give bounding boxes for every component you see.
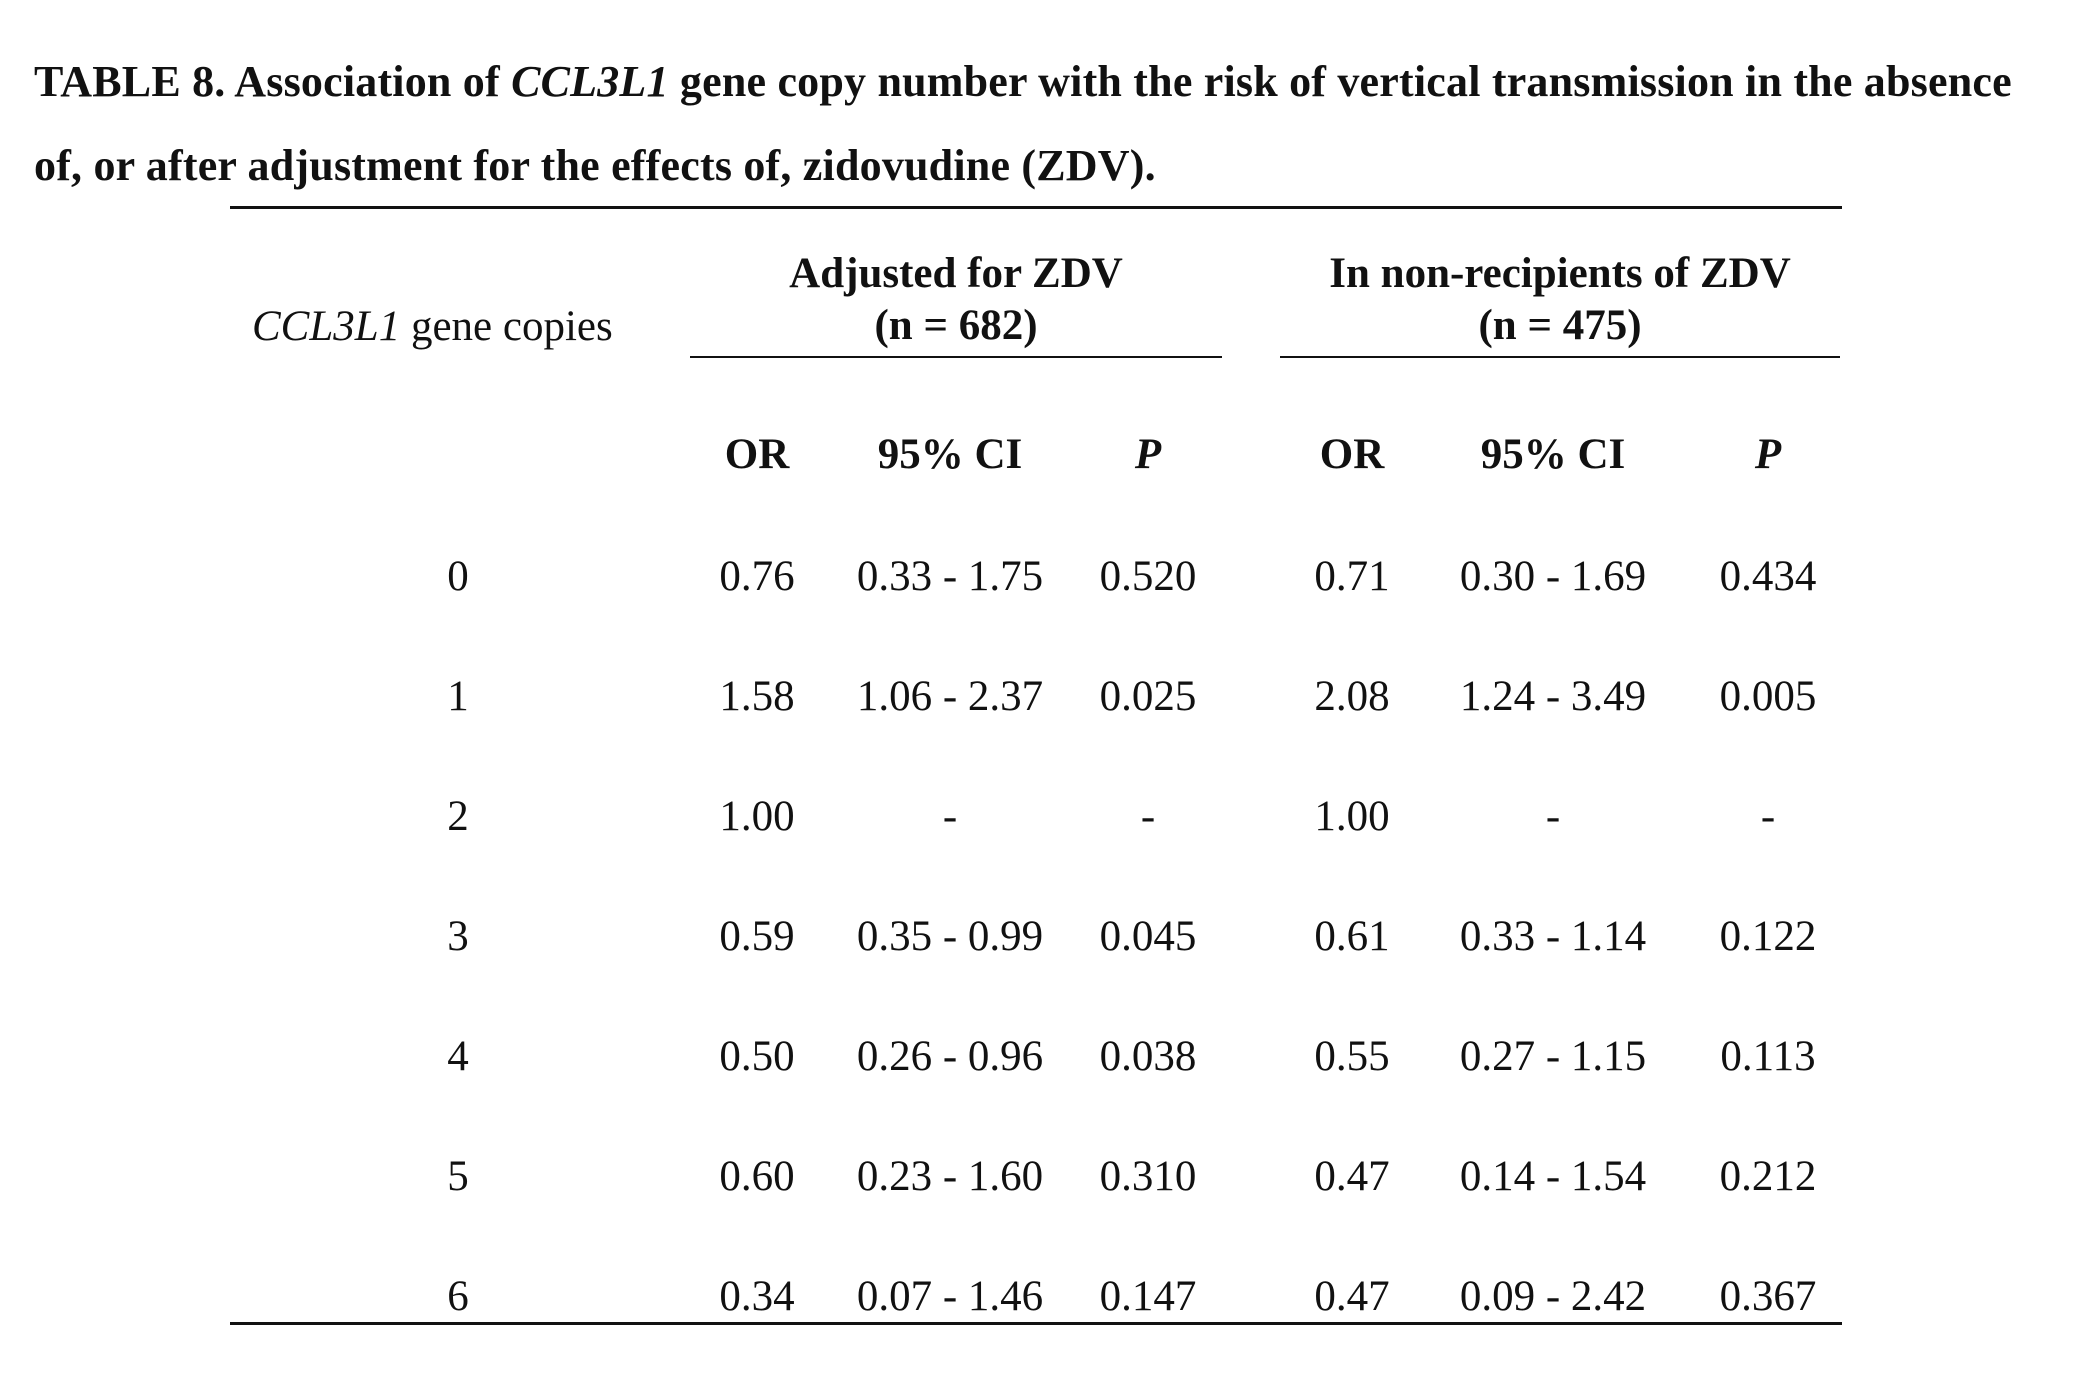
column-header-p-non-recipients: P: [1693, 430, 1843, 479]
group-sample-size: (n = 475): [1280, 300, 1840, 352]
p-adjusted-cell: 0.025: [1073, 672, 1223, 721]
p-non-recipients-cell: -: [1693, 792, 1843, 841]
p-non-recipients-cell: 0.434: [1693, 552, 1843, 601]
p-adjusted-cell: 0.045: [1073, 912, 1223, 961]
ci-adjusted-cell: 0.07 - 1.46: [830, 1272, 1070, 1321]
or-non-recipients-cell: 2.08: [1292, 672, 1412, 721]
stub-header-gene: CCL3L1: [252, 303, 400, 350]
column-header-or-adjusted: OR: [697, 430, 817, 479]
caption-gene: CCL3L1: [511, 57, 669, 106]
table-caption: TABLE 8. Association of CCL3L1 gene copy…: [34, 40, 2054, 208]
stub-column-header: CCL3L1 gene copies: [252, 302, 613, 351]
or-adjusted-cell: 1.00: [697, 792, 817, 841]
group-header-non-recipients: In non-recipients of ZDV (n = 475): [1280, 248, 1840, 352]
ci-adjusted-cell: 0.23 - 1.60: [830, 1152, 1070, 1201]
ci-non-recipients-cell: 0.30 - 1.69: [1433, 552, 1673, 601]
p-non-recipients-cell: 0.005: [1693, 672, 1843, 721]
ci-non-recipients-cell: -: [1433, 792, 1673, 841]
ci-non-recipients-cell: 1.24 - 3.49: [1433, 672, 1673, 721]
gene-copies-cell: 6: [398, 1272, 518, 1321]
ci-non-recipients-cell: 0.14 - 1.54: [1433, 1152, 1673, 1201]
or-non-recipients-cell: 0.47: [1292, 1152, 1412, 1201]
or-non-recipients-cell: 0.55: [1292, 1032, 1412, 1081]
column-header-or-non-recipients: OR: [1292, 430, 1412, 479]
gene-copies-cell: 5: [398, 1152, 518, 1201]
ci-adjusted-cell: 0.26 - 0.96: [830, 1032, 1070, 1081]
or-non-recipients-cell: 0.71: [1292, 552, 1412, 601]
p-adjusted-cell: 0.520: [1073, 552, 1223, 601]
group-underline-non-recipients: [1280, 356, 1840, 358]
p-adjusted-cell: -: [1073, 792, 1223, 841]
stub-header-rest: gene copies: [400, 303, 613, 350]
p-adjusted-cell: 0.038: [1073, 1032, 1223, 1081]
p-adjusted-cell: 0.310: [1073, 1152, 1223, 1201]
group-title: In non-recipients of ZDV: [1329, 250, 1791, 297]
or-adjusted-cell: 0.50: [697, 1032, 817, 1081]
gene-copies-cell: 1: [398, 672, 518, 721]
group-header-adjusted: Adjusted for ZDV (n = 682): [690, 248, 1222, 352]
ci-non-recipients-cell: 0.09 - 2.42: [1433, 1272, 1673, 1321]
or-adjusted-cell: 0.34: [697, 1272, 817, 1321]
table-top-rule: [230, 206, 1842, 209]
gene-copies-cell: 4: [398, 1032, 518, 1081]
column-header-ci-non-recipients: 95% CI: [1433, 430, 1673, 479]
ci-non-recipients-cell: 0.33 - 1.14: [1433, 912, 1673, 961]
ci-adjusted-cell: 1.06 - 2.37: [830, 672, 1070, 721]
group-underline-adjusted: [690, 356, 1222, 358]
group-sample-size: (n = 682): [690, 300, 1222, 352]
p-adjusted-cell: 0.147: [1073, 1272, 1223, 1321]
p-non-recipients-cell: 0.367: [1693, 1272, 1843, 1321]
gene-copies-cell: 0: [398, 552, 518, 601]
ci-non-recipients-cell: 0.27 - 1.15: [1433, 1032, 1673, 1081]
group-title: Adjusted for ZDV: [789, 250, 1123, 297]
column-header-ci-adjusted: 95% CI: [830, 430, 1070, 479]
p-non-recipients-cell: 0.122: [1693, 912, 1843, 961]
ci-adjusted-cell: 0.35 - 0.99: [830, 912, 1070, 961]
ci-adjusted-cell: -: [830, 792, 1070, 841]
or-non-recipients-cell: 0.47: [1292, 1272, 1412, 1321]
ci-adjusted-cell: 0.33 - 1.75: [830, 552, 1070, 601]
or-non-recipients-cell: 1.00: [1292, 792, 1412, 841]
table-bottom-rule: [230, 1322, 1842, 1325]
or-non-recipients-cell: 0.61: [1292, 912, 1412, 961]
p-non-recipients-cell: 0.212: [1693, 1152, 1843, 1201]
p-non-recipients-cell: 0.113: [1693, 1032, 1843, 1081]
or-adjusted-cell: 0.59: [697, 912, 817, 961]
column-header-p-adjusted: P: [1073, 430, 1223, 479]
or-adjusted-cell: 0.76: [697, 552, 817, 601]
gene-copies-cell: 3: [398, 912, 518, 961]
or-adjusted-cell: 0.60: [697, 1152, 817, 1201]
or-adjusted-cell: 1.58: [697, 672, 817, 721]
caption-prefix: TABLE 8. Association of: [34, 57, 511, 106]
gene-copies-cell: 2: [398, 792, 518, 841]
